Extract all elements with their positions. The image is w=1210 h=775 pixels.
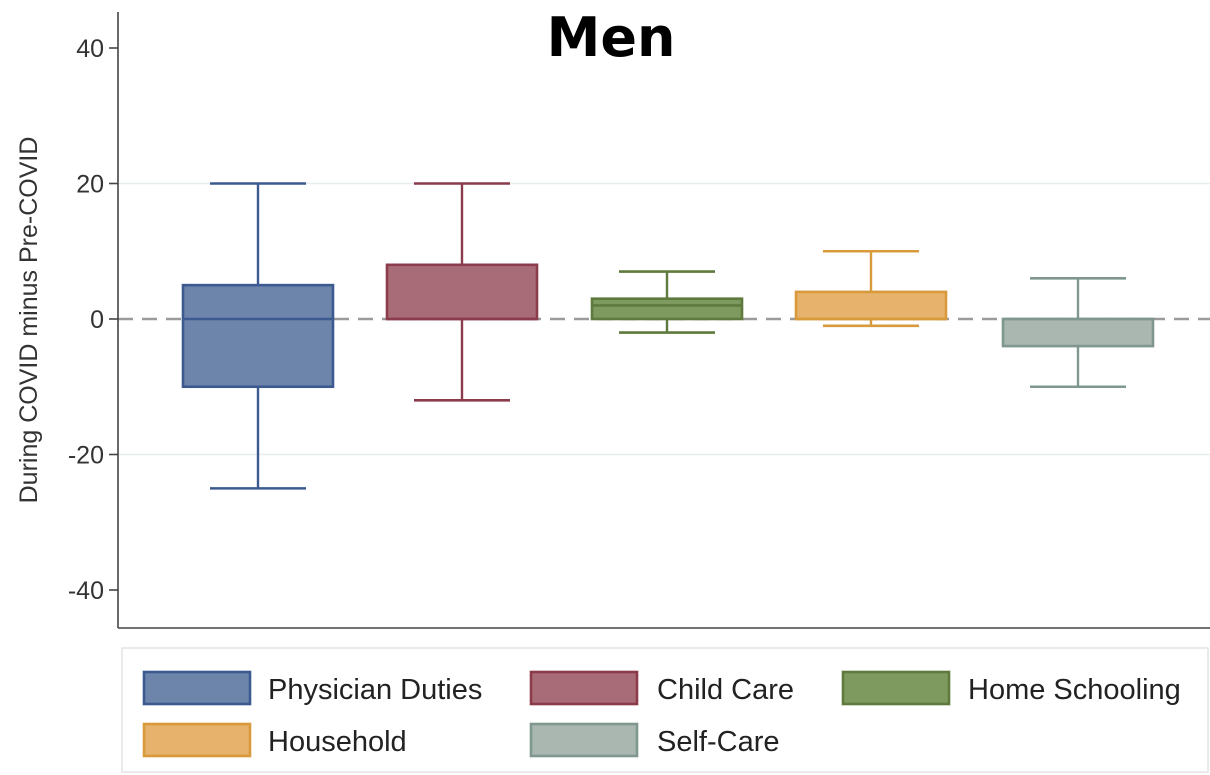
legend-swatch-child-care: [529, 670, 639, 706]
legend-label-household: Household: [268, 726, 407, 758]
box-household: [794, 249, 948, 328]
y-tick-label: 20: [76, 171, 104, 199]
interquartile-box: [181, 283, 335, 389]
box-series: [181, 182, 1155, 490]
legend: Physician Duties Child Care Home Schooling…: [121, 647, 1209, 773]
legend-label-home-schooling: Home Schooling: [968, 674, 1181, 706]
interquartile-box: [794, 290, 948, 321]
legend-frame: [121, 647, 1209, 773]
legend-label-child-care: Child Care: [657, 674, 794, 706]
y-tick-labels: 40 20 0 -20 -40: [68, 35, 104, 605]
y-axis-title: During COVID minus Pre-COVID: [15, 137, 43, 504]
box-self-care: [1001, 277, 1155, 389]
interquartile-box: [1001, 317, 1155, 348]
legend-swatch-physician-duties: [142, 670, 252, 706]
legend-label-self-care: Self-Care: [657, 726, 780, 758]
y-tick-label: -20: [68, 442, 104, 470]
interquartile-box: [385, 263, 539, 321]
legend-swatch-household: [142, 722, 252, 758]
y-tick-label: 0: [90, 306, 104, 334]
y-tick-label: -40: [68, 577, 104, 605]
interquartile-box: [590, 297, 744, 321]
box-physician-duties: [181, 182, 335, 490]
y-tick-label: 40: [76, 35, 104, 63]
legend-swatch-home-schooling: [841, 670, 951, 706]
box-home-schooling: [590, 270, 744, 334]
legend-label-physician-duties: Physician Duties: [268, 674, 482, 706]
chart-title: Men: [547, 6, 676, 69]
legend-swatch-self-care: [529, 722, 639, 758]
y-axis: [109, 12, 1210, 629]
box-child-care: [385, 182, 539, 402]
